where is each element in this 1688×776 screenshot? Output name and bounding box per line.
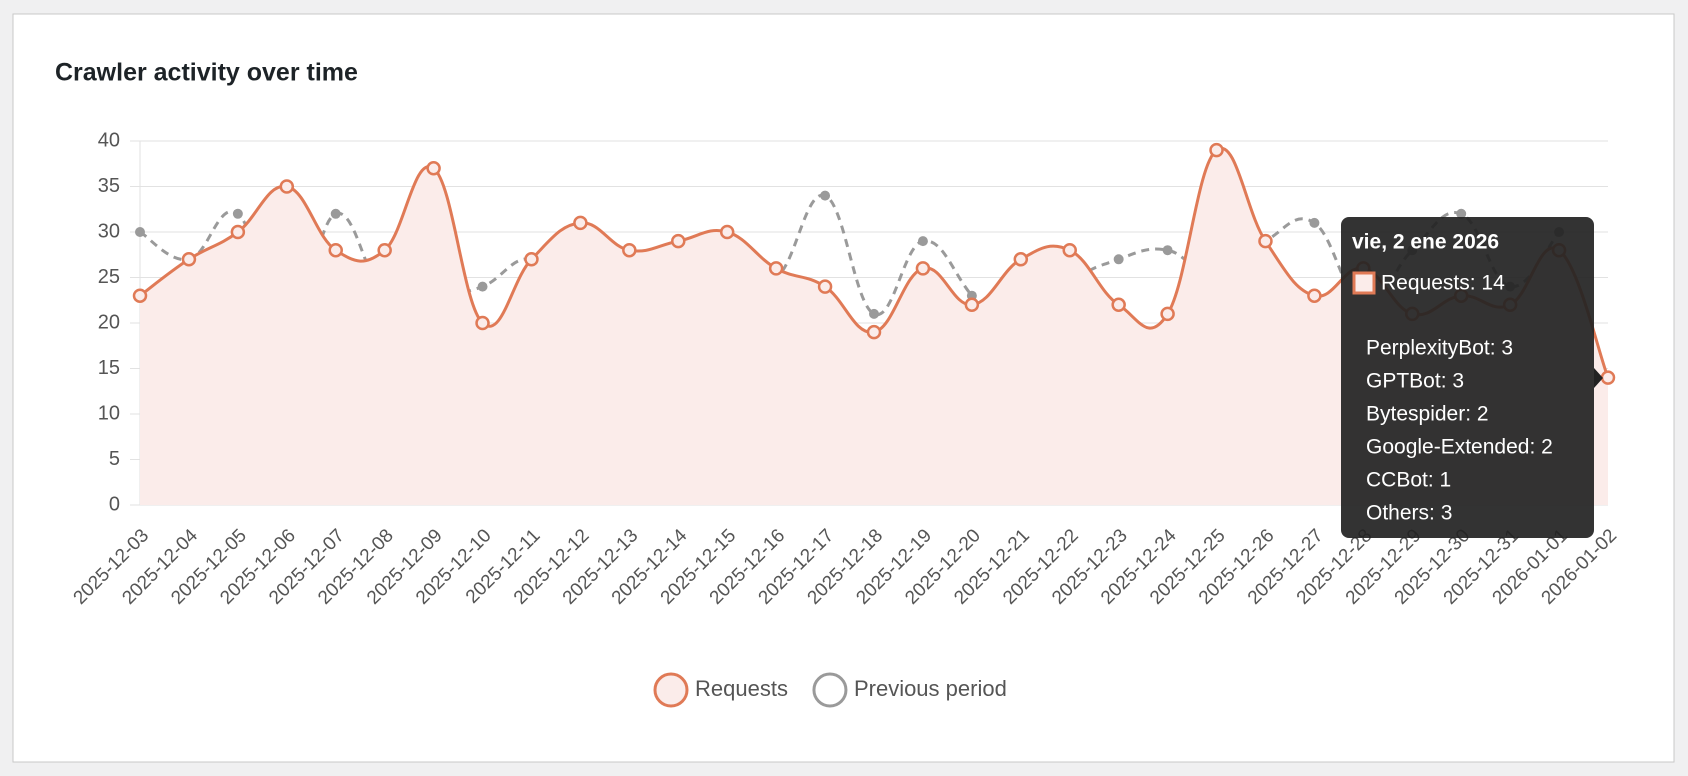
tooltip-box (1341, 217, 1594, 538)
point (524, 252, 539, 267)
legend-swatch (653, 672, 689, 708)
point (1258, 233, 1273, 249)
y-tick-label: 30 (98, 220, 120, 242)
area (140, 148, 1608, 506)
point (964, 297, 980, 313)
chart-title: Crawler activity over time (55, 59, 358, 87)
tooltip-series: Requests: 14 (1381, 272, 1505, 295)
tooltip-item: CCBot: 1 (1366, 469, 1451, 492)
point (426, 161, 441, 176)
point (671, 233, 686, 249)
point (135, 227, 145, 237)
point (817, 279, 833, 294)
legend-swatch (812, 672, 848, 708)
point (917, 236, 928, 247)
point (1062, 242, 1077, 258)
tooltip-item: Google-Extended: 2 (1366, 436, 1553, 459)
point (377, 242, 392, 258)
point (1160, 306, 1175, 322)
point (132, 288, 148, 303)
tooltip-arrow (1594, 368, 1603, 388)
point (915, 261, 931, 276)
point (1600, 370, 1616, 385)
tooltip-swatch (1352, 271, 1376, 295)
y-tick-label: 15 (98, 357, 120, 379)
point (279, 179, 295, 194)
tooltip-item: GPTBot: 3 (1366, 370, 1464, 393)
legend-label: Requests (695, 676, 788, 701)
point (232, 208, 243, 219)
y-tick-label: 10 (98, 402, 120, 424)
point (1309, 217, 1320, 228)
tooltip-item: Others: 3 (1366, 502, 1452, 525)
tooltip-title: vie, 2 ene 2026 (1352, 231, 1499, 254)
legend-label: Previous period (854, 676, 1007, 701)
point (230, 224, 246, 240)
line (139, 193, 1561, 361)
point (1113, 254, 1124, 265)
y-tick-label: 35 (98, 175, 120, 197)
tooltip-item: PerplexityBot: 3 (1366, 337, 1513, 360)
point (1456, 208, 1467, 219)
point (475, 315, 490, 331)
point (820, 190, 831, 201)
y-tick-label: 0 (109, 493, 120, 515)
point (719, 224, 735, 240)
point (1307, 288, 1322, 303)
point (330, 208, 341, 219)
point (181, 252, 197, 267)
point (768, 261, 784, 276)
point (622, 242, 637, 258)
y-tick-label: 20 (98, 311, 120, 333)
point (866, 324, 882, 340)
point (869, 308, 879, 319)
point (1013, 252, 1029, 267)
point (477, 281, 488, 292)
point (328, 242, 343, 258)
tooltip-item: Bytespider: 2 (1366, 403, 1489, 426)
point (1111, 297, 1126, 313)
point (1162, 245, 1173, 256)
y-tick-label: 25 (98, 266, 120, 288)
tooltip: vie, 2 ene 2026 Requests: 14 PerplexityBot… (1341, 217, 1603, 538)
point (1209, 142, 1224, 158)
y-tick-label: 40 (98, 129, 120, 151)
y-tick-label: 5 (109, 448, 120, 470)
point (573, 215, 588, 231)
